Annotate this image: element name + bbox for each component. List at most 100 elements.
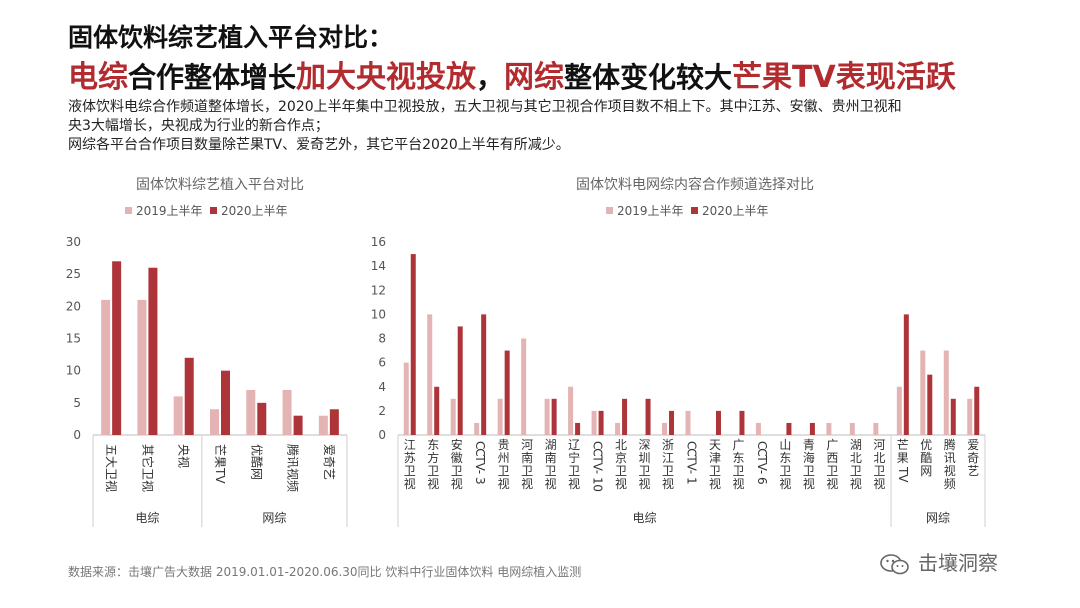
category-label-char: 卫 <box>709 464 721 478</box>
y-tick-label: 10 <box>371 307 386 321</box>
category-label-char: 奇 <box>967 451 979 465</box>
bar <box>504 350 510 435</box>
category-label-char: 频 <box>944 477 956 491</box>
category-label-char: - <box>755 470 769 474</box>
category-label-char: T <box>755 454 769 463</box>
bar <box>715 410 721 435</box>
category-label-char: 苏 <box>404 451 416 465</box>
bar <box>568 386 574 435</box>
category-label-char: 卫 <box>873 464 885 478</box>
category-label-char: 卫 <box>404 464 416 478</box>
bar <box>903 314 909 435</box>
title-highlight-mango: 芒果TV表现活跃 <box>732 60 956 95</box>
category-label-char: 果 <box>897 451 909 465</box>
category-label-char: 北 <box>873 451 885 465</box>
category-label: 其它卫视 <box>140 444 155 492</box>
legend-label: 2020上半年 <box>702 204 769 218</box>
category-label-char: T <box>685 454 699 463</box>
category-label-char: 视 <box>850 476 862 491</box>
category-label-char: 艺 <box>967 464 979 478</box>
title-text-part2: 合作整体增长 <box>128 61 297 94</box>
category-label-char: 视 <box>873 476 885 491</box>
category-label-char: T <box>896 466 910 475</box>
bar <box>967 398 973 435</box>
bar <box>481 314 487 435</box>
category-label-char: V <box>896 474 910 483</box>
category-label-char: 卫 <box>803 464 815 478</box>
legend-label: 2020上半年 <box>221 204 288 218</box>
category-label: 腾讯视频 <box>944 437 956 491</box>
category-label-char: 讯 <box>944 451 956 465</box>
category-label-char: 江 <box>404 438 416 452</box>
bar <box>544 398 550 435</box>
category-label-char: 北 <box>850 451 862 465</box>
y-tick-label: 20 <box>66 299 81 313</box>
category-label-char: 广 <box>826 438 838 452</box>
bar <box>450 398 456 435</box>
category-label-char: 徽 <box>451 450 463 465</box>
category-label-char: 视 <box>803 476 815 491</box>
category-label-char: T <box>591 454 605 463</box>
category-label-char: 州 <box>498 451 510 465</box>
category-label-char: 视 <box>521 476 533 491</box>
bar <box>403 362 409 435</box>
y-tick-label: 14 <box>371 259 386 273</box>
page-title-line1: 固体饮料综艺植入平台对比： <box>68 23 394 52</box>
bar <box>622 398 628 435</box>
bar <box>112 261 122 435</box>
y-tick-label: 30 <box>66 235 81 249</box>
category-label-char: 视 <box>732 476 744 491</box>
y-tick-label: 0 <box>73 428 81 442</box>
category-label-char: C <box>473 441 487 449</box>
category-label-char: 卫 <box>451 464 463 478</box>
bar <box>293 415 303 435</box>
category-label-char: 北 <box>615 438 627 452</box>
category-label-char: 卫 <box>427 464 439 478</box>
category-label-char: 西 <box>826 451 838 465</box>
bar <box>943 350 949 435</box>
category-label-char: 视 <box>427 476 439 491</box>
category-label-char: C <box>591 441 605 449</box>
title-comma: ， <box>476 61 505 94</box>
description-line-1: 液体饮料电综合作频道整体增长，2020上半年集中卫视投放，五大卫视与其它卫视合作… <box>68 99 902 115</box>
y-tick-label: 16 <box>371 235 386 249</box>
bar <box>137 299 147 435</box>
category-label: 优酷网 <box>249 444 263 480</box>
category-label-char: 视 <box>944 463 956 478</box>
category-label-char: 安 <box>451 437 463 452</box>
description-line-3: 网综各平台合作项目数量除芒果TV、爱奇艺外，其它平台2020上半年有所减少。 <box>68 137 570 153</box>
category-label-char: 卫 <box>732 464 744 478</box>
title-highlight-cctv: 加大央视投放 <box>296 60 477 95</box>
bar <box>282 389 292 435</box>
category-label-char: 卫 <box>639 464 651 478</box>
legend-swatch <box>210 207 217 214</box>
category-label-char: 贵 <box>498 438 510 452</box>
category-label-char: - <box>591 470 605 474</box>
category-label-char: 1 <box>591 477 605 485</box>
category-label-char: 津 <box>709 451 721 465</box>
bar <box>521 338 527 435</box>
bar <box>551 398 557 435</box>
category-label: 贵州卫视 <box>498 438 510 491</box>
group-label: 电综 <box>135 511 159 525</box>
bar <box>950 398 956 435</box>
bar <box>927 374 933 435</box>
category-label-char: 江 <box>662 451 674 465</box>
bar <box>173 396 183 435</box>
bar <box>598 410 604 435</box>
bar <box>974 386 980 435</box>
category-label-char: 天 <box>709 438 721 452</box>
bar <box>221 370 230 435</box>
category-label-char: 浙 <box>662 438 674 452</box>
category-label-char: 宁 <box>568 450 580 465</box>
category-label-char: 湖 <box>850 437 862 452</box>
category-label-char: 圳 <box>639 451 651 465</box>
category-label-char: 南 <box>521 450 533 465</box>
